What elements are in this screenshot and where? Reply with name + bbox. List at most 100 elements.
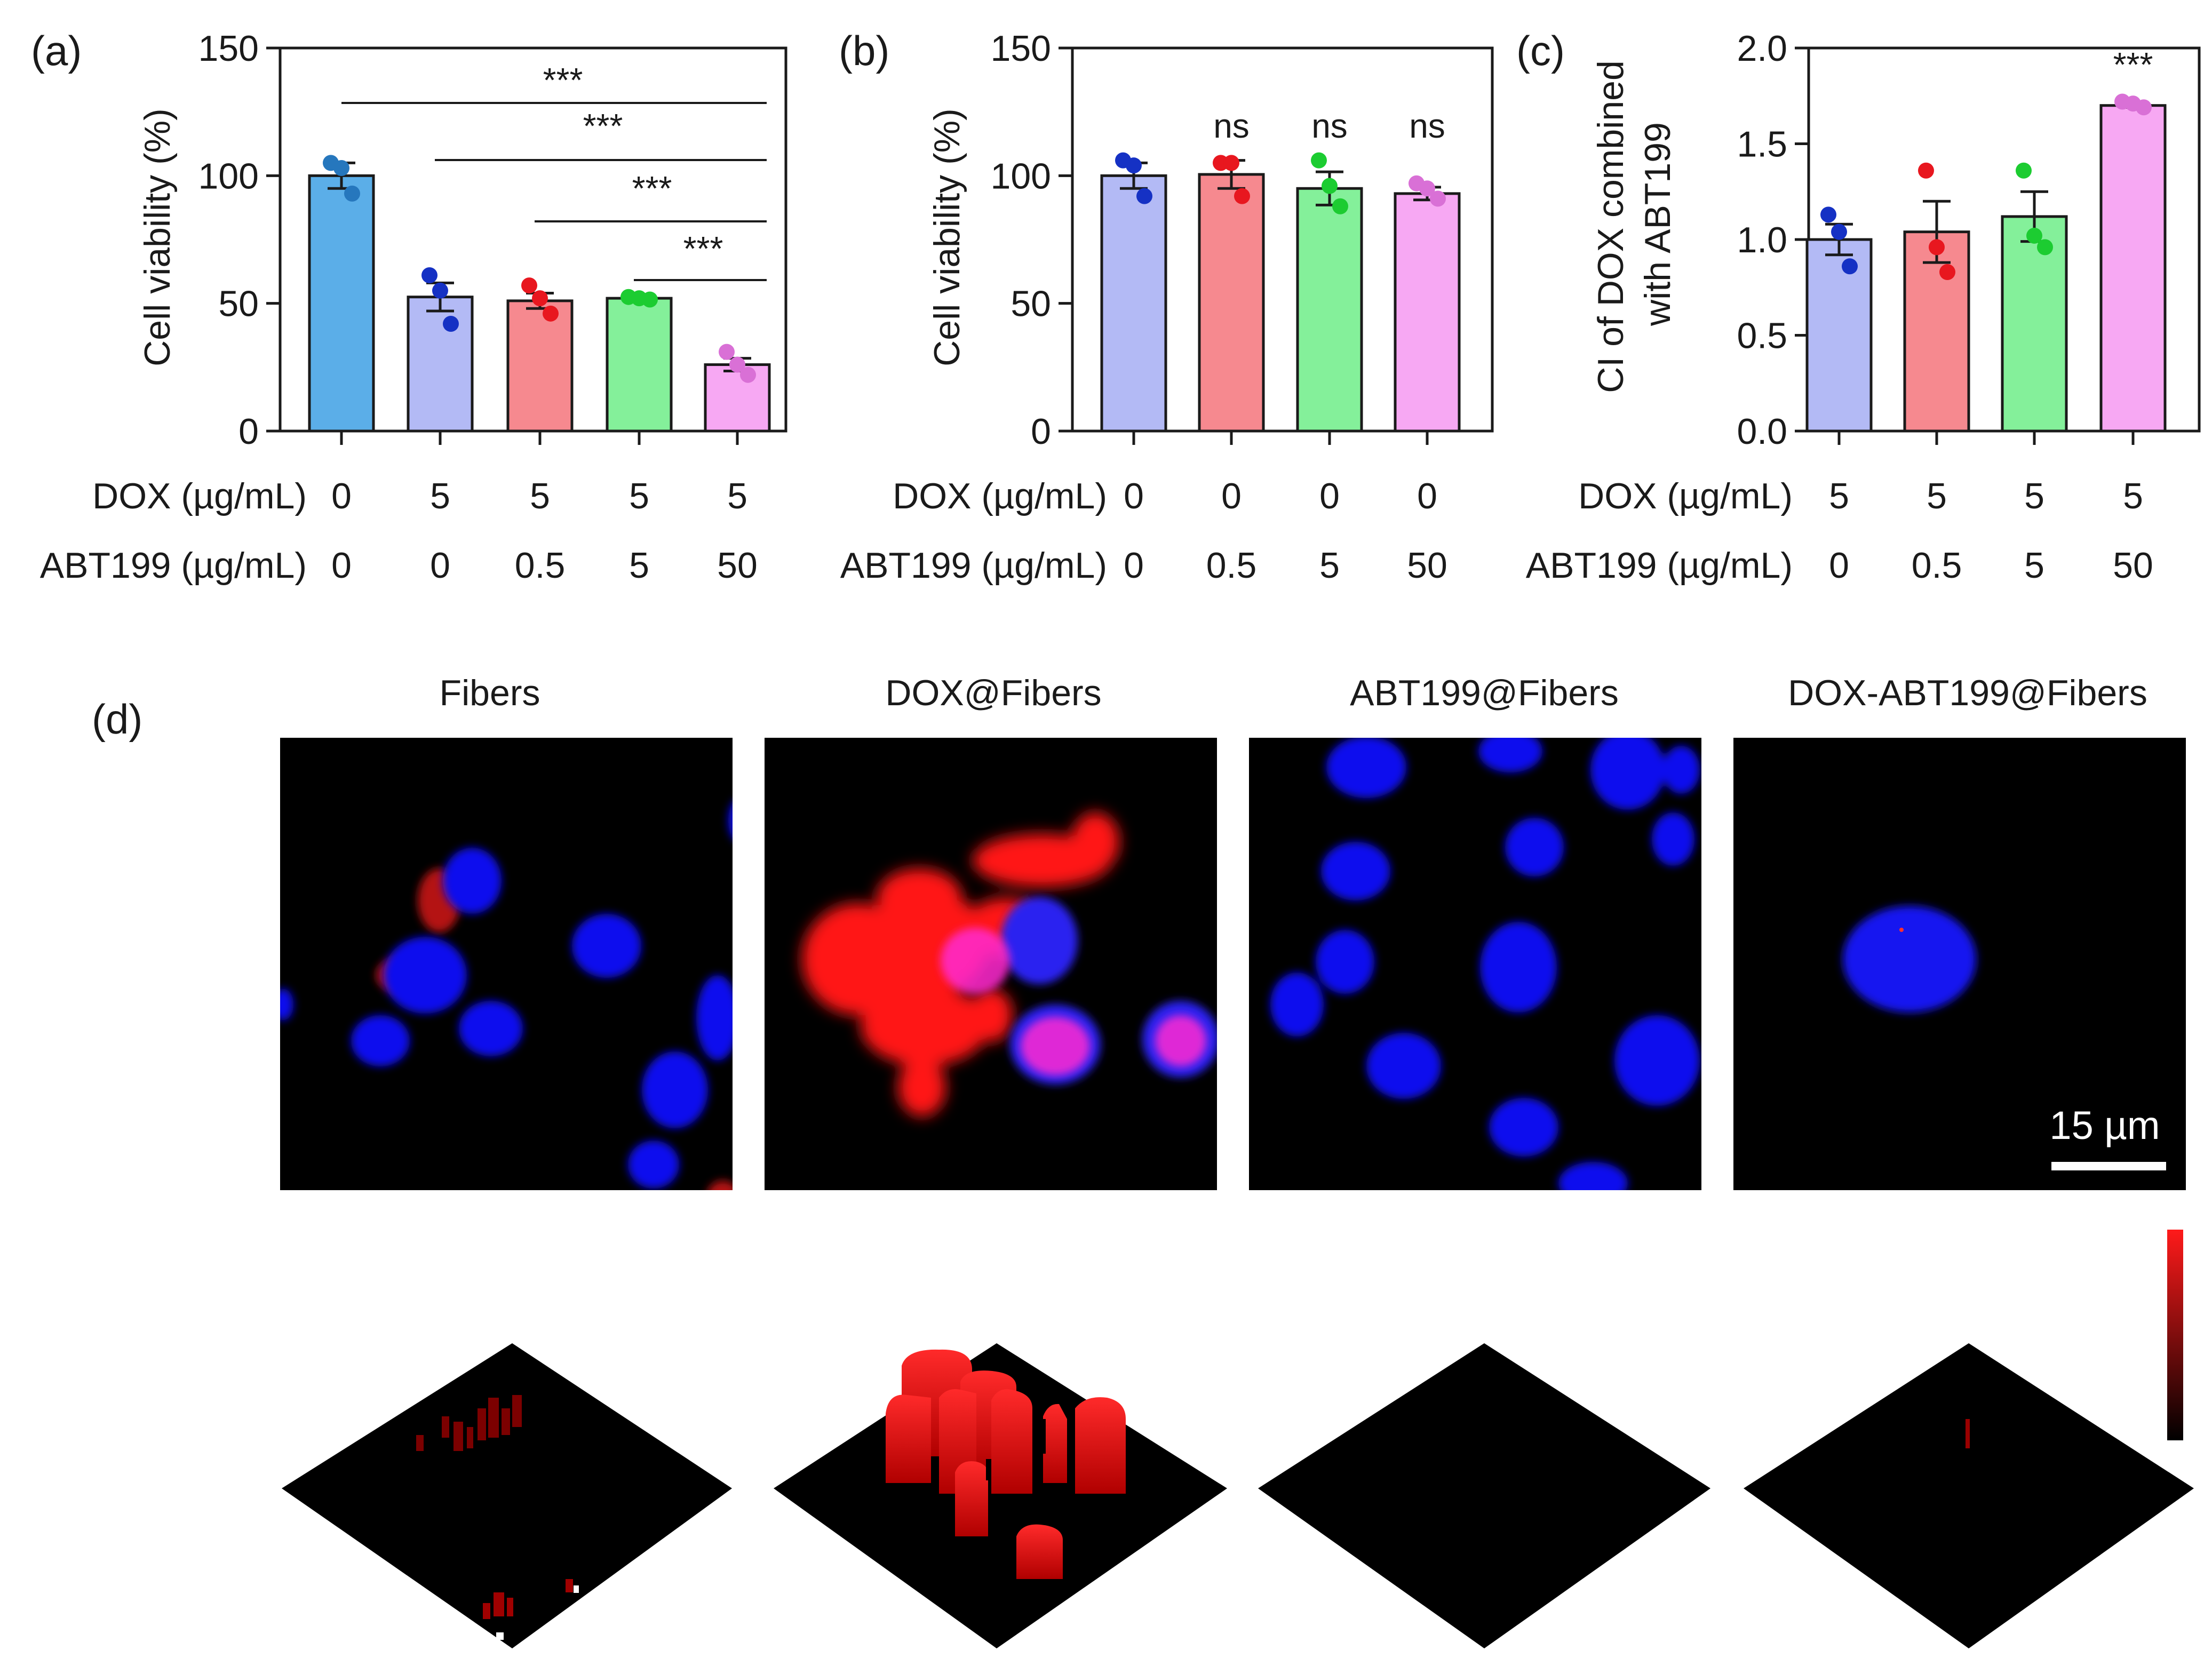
data-point [729,356,745,373]
data-point [421,267,437,284]
abt-value-label: 0 [331,545,352,586]
image-title-fibers: Fibers [440,673,540,713]
abt-value-label: 5 [629,545,649,586]
data-point [1332,198,1348,214]
y-tick-label: 50 [1010,284,1051,324]
y-tick-label: 150 [991,28,1051,69]
panel-d: (d) Fibers DOX@Fibers ABT199@Fibers DOX-… [92,673,2194,1648]
bar [606,297,673,433]
abt-value-label: 50 [2113,545,2153,586]
dox-value-label: 5 [2123,476,2143,516]
bar [2001,215,2068,433]
micrograph-dox-fibers [765,738,1217,1190]
significance-annotation: ns [1409,107,1445,145]
dox-value-label: 0 [331,476,352,516]
y-tick-label: 0 [1031,411,1051,452]
abt-value-label: 50 [717,545,758,586]
micrograph-fibers [280,738,733,1190]
plot-b: 0 50 100 150 0 0 0 0.5 ns 0 5 ns 0 50 ns [991,28,1494,586]
y-tick-label: 1.5 [1737,124,1787,165]
row-label-dox-a: DOX (µg/mL) [92,476,307,516]
bar [308,174,375,433]
y-tick-label: 50 [218,284,259,324]
bar [704,363,771,433]
y-tick-label: 0 [238,411,259,452]
data-point [2037,239,2053,256]
data-point [1223,155,1239,171]
image-title-dox-fibers: DOX@Fibers [885,673,1101,713]
data-point [740,366,756,383]
surface-plot-abt-fibers [1258,1343,1710,1648]
dox-value-label: 5 [1927,476,1947,516]
significance-annotation: ns [1213,107,1250,145]
significance-annotation: *** [2113,45,2153,84]
data-point [1136,188,1152,204]
data-point [1939,264,1955,281]
abt-value-label: 5 [2024,545,2044,586]
bar [1100,174,1167,433]
data-point [2136,99,2152,116]
abt-value-label: 0 [1124,545,1144,586]
intensity-colorbar [2167,1230,2183,1440]
bar [2099,104,2167,433]
data-point [521,277,537,294]
bar [1805,238,1873,433]
data-point [333,160,349,176]
row-label-abt-a: ABT199 (µg/mL) [40,545,307,586]
data-point [2016,162,2032,179]
significance-label: *** [632,169,672,208]
surface-plot-dox-abt-fibers [1744,1343,2194,1648]
row-label-abt-c: ABT199 (µg/mL) [1526,545,1793,586]
abt-value-label: 0.5 [515,545,566,586]
data-point [642,291,658,308]
panel-c-label: (c) [1516,27,1565,74]
panel-a-ylabel: Cell viability (%) [137,108,178,366]
panel-c: (c) CI of DOX combined with ABT199 0.0 0.… [1516,27,2201,586]
dox-value-label: 0 [1221,476,1242,516]
panel-b-ylabel: Cell viability (%) [927,108,967,366]
micrograph-dox-abt-fibers [1733,738,2186,1190]
data-point [1126,157,1142,174]
data-point [1831,224,1847,240]
panel-a: (a) Cell viability (%) 050100150005050.5… [31,27,787,586]
data-point [1322,178,1338,194]
data-point [1918,162,1934,179]
data-point [1929,239,1945,256]
data-point [543,305,559,322]
data-point [719,344,735,360]
bar [1198,173,1265,433]
y-tick-label: 0.0 [1737,411,1787,452]
bar [506,299,574,433]
abt-value-label: 5 [1319,545,1340,586]
dox-value-label: 0 [1319,476,1340,516]
significance-label: *** [683,229,723,268]
data-point [1419,180,1435,197]
bar [1394,192,1461,433]
surface-plot-dox-fibers [774,1343,1227,1648]
scale-bar-label: 15 µm [2049,1103,2160,1147]
surface-plot-fibers [282,1343,732,1648]
dox-value-label: 5 [530,476,550,516]
dox-value-label: 5 [2024,476,2044,516]
dox-value-label: 0 [1417,476,1437,516]
scale-bar [2051,1162,2166,1170]
significance-label: *** [543,61,583,99]
bar [1296,187,1363,433]
row-label-abt-b: ABT199 (µg/mL) [840,545,1107,586]
data-point [532,290,548,307]
y-tick-label: 150 [198,28,259,69]
dox-value-label: 0 [1124,476,1144,516]
bar [407,296,474,433]
abt-value-label: 0 [430,545,450,586]
abt-value-label: 0.5 [1206,545,1257,586]
data-point [1234,188,1250,204]
plot-frame [1071,46,1494,433]
row-label-dox-c: DOX (µg/mL) [1578,476,1793,516]
row-label-dox-b: DOX (µg/mL) [893,476,1107,516]
y-tick-label: 100 [991,156,1051,196]
abt-value-label: 50 [1407,545,1447,586]
data-point [443,315,459,332]
data-point [1820,206,1836,223]
